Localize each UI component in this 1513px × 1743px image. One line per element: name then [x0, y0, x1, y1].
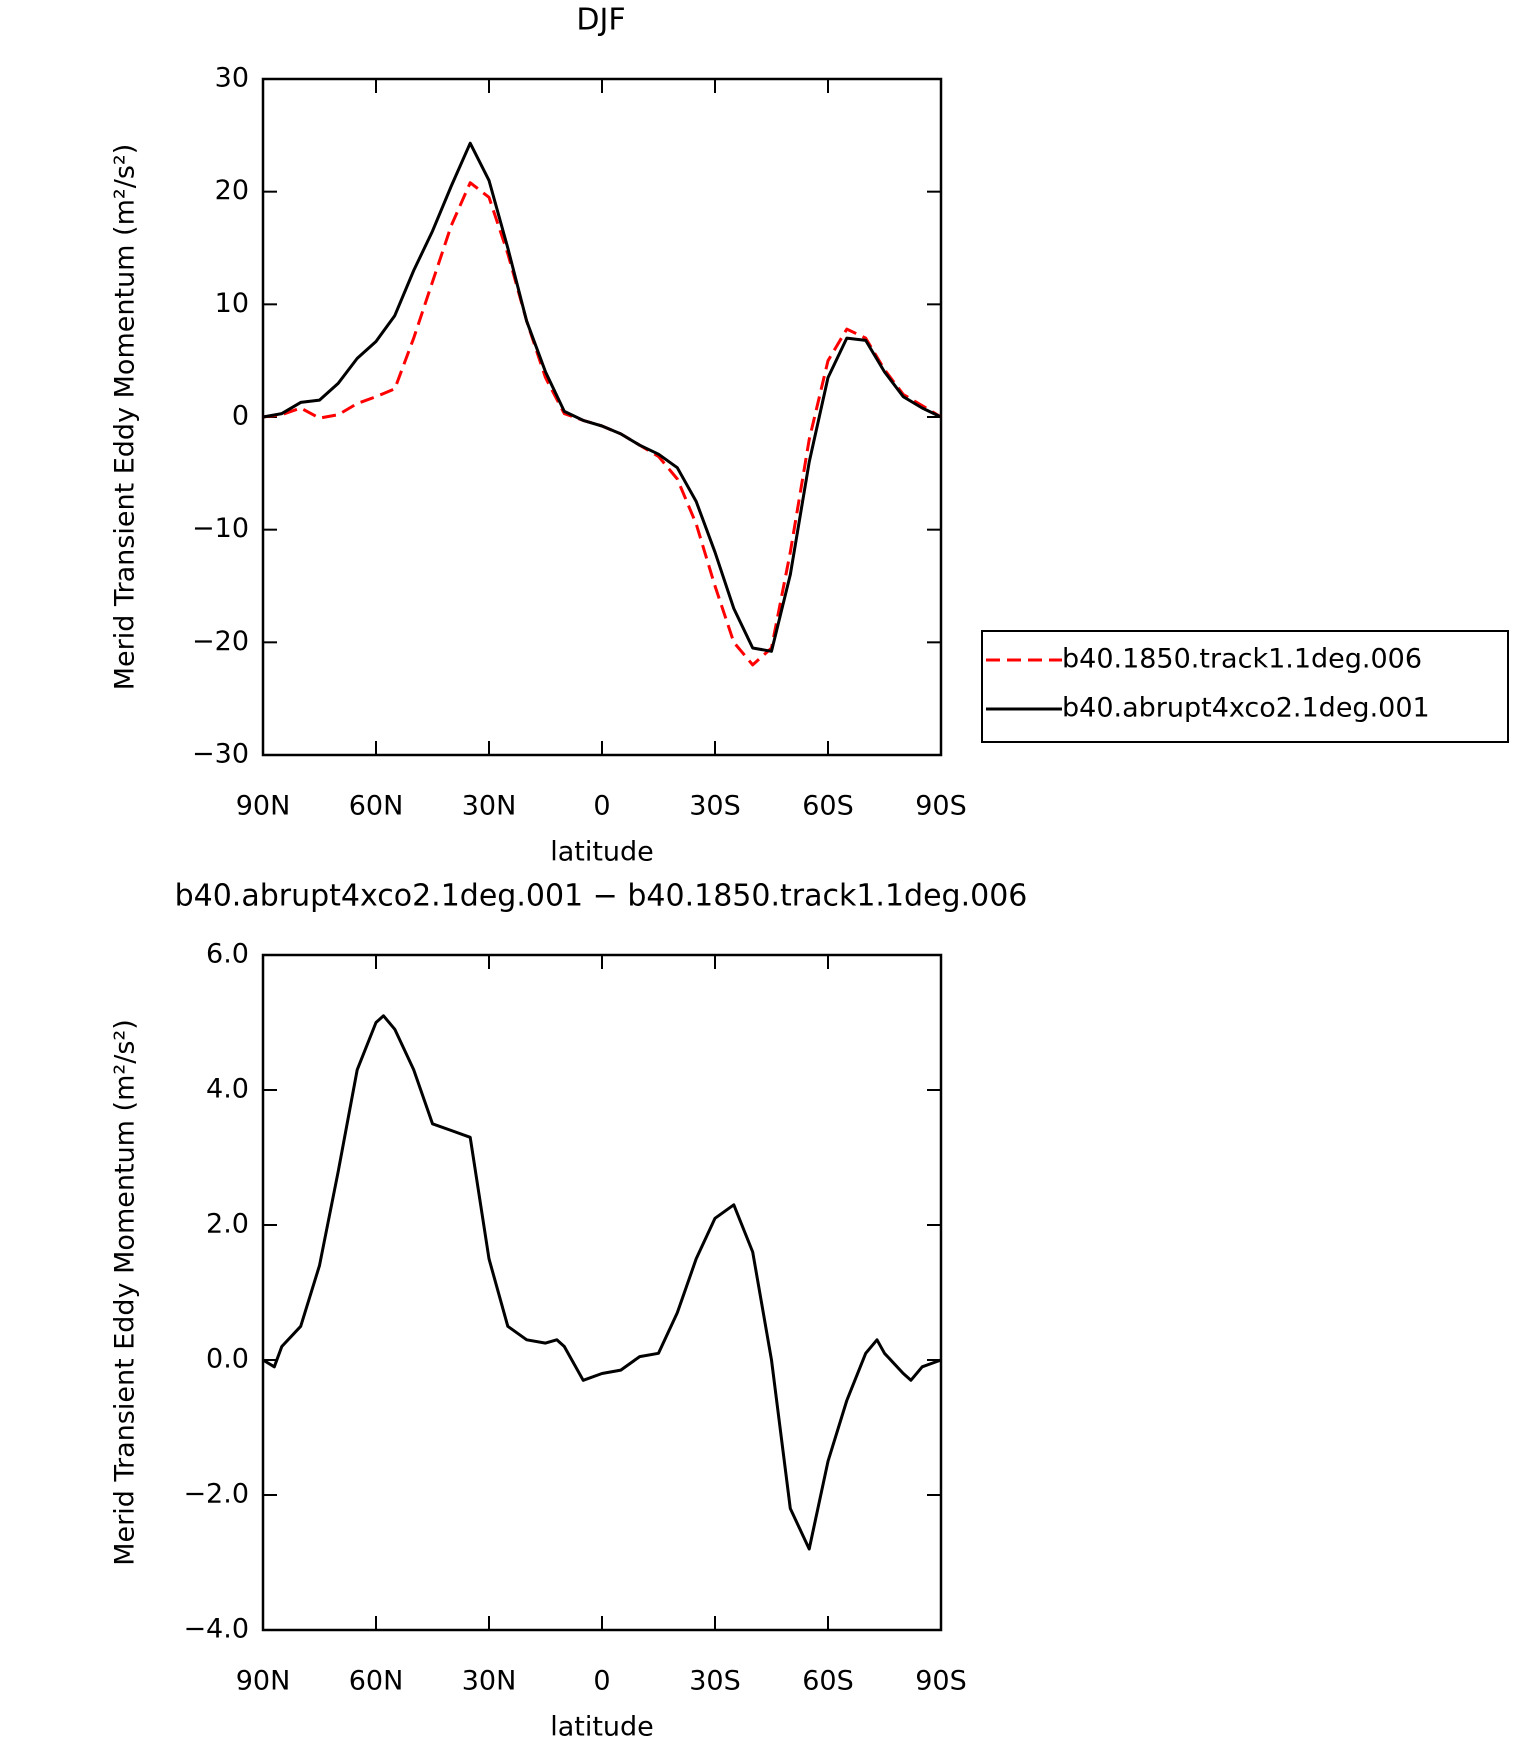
data-line — [262, 181, 942, 667]
data-line — [262, 141, 942, 653]
y-tick-label: 0.0 — [206, 1344, 249, 1375]
x-tick-label: 30S — [689, 1666, 741, 1697]
legend-label: b40.abrupt4xco2.1deg.001 — [1062, 693, 1430, 724]
y-tick-label: 2.0 — [206, 1209, 249, 1240]
plot-frame — [261, 953, 943, 1632]
y-axis-label: Merid Transient Eddy Momentum (m²/s²) — [110, 1019, 141, 1565]
y-tick-label: 20 — [215, 175, 249, 206]
x-tick-label: 0 — [593, 791, 610, 822]
y-tick-label: 6.0 — [206, 939, 249, 970]
y-tick-label: −20 — [192, 626, 249, 657]
chart-title: DJF — [576, 3, 625, 38]
x-tick-label: 60N — [349, 791, 404, 822]
y-axis-label: Merid Transient Eddy Momentum (m²/s²) — [110, 144, 141, 690]
y-tick-label: 0 — [232, 401, 249, 432]
data-line — [262, 1014, 942, 1551]
y-tick-label: −10 — [192, 513, 249, 544]
legend-box — [981, 630, 1509, 743]
x-tick-label: 90N — [236, 791, 291, 822]
y-tick-label: −2.0 — [183, 1479, 249, 1510]
x-tick-label: 90S — [915, 1666, 967, 1697]
y-tick-label: −30 — [192, 739, 249, 770]
chart-title: b40.abrupt4xco2.1deg.001 − b40.1850.trac… — [175, 879, 1028, 914]
x-tick-label: 60S — [802, 791, 854, 822]
x-tick-label: 90N — [236, 1666, 291, 1697]
x-tick-label: 60S — [802, 1666, 854, 1697]
x-tick-label: 30N — [462, 791, 517, 822]
x-tick-label: 60N — [349, 1666, 404, 1697]
plot-frame — [261, 77, 943, 757]
x-tick-label: 30S — [689, 791, 741, 822]
y-tick-label: 4.0 — [206, 1074, 249, 1105]
y-tick-label: −4.0 — [183, 1614, 249, 1645]
x-tick-label: 30N — [462, 1666, 517, 1697]
y-tick-label: 10 — [215, 288, 249, 319]
legend-label: b40.1850.track1.1deg.006 — [1062, 644, 1422, 675]
x-tick-label: 90S — [915, 791, 967, 822]
y-tick-label: 30 — [215, 63, 249, 94]
x-tick-label: 0 — [593, 1666, 610, 1697]
x-axis-label: latitude — [550, 1712, 654, 1743]
x-axis-label: latitude — [550, 837, 654, 868]
